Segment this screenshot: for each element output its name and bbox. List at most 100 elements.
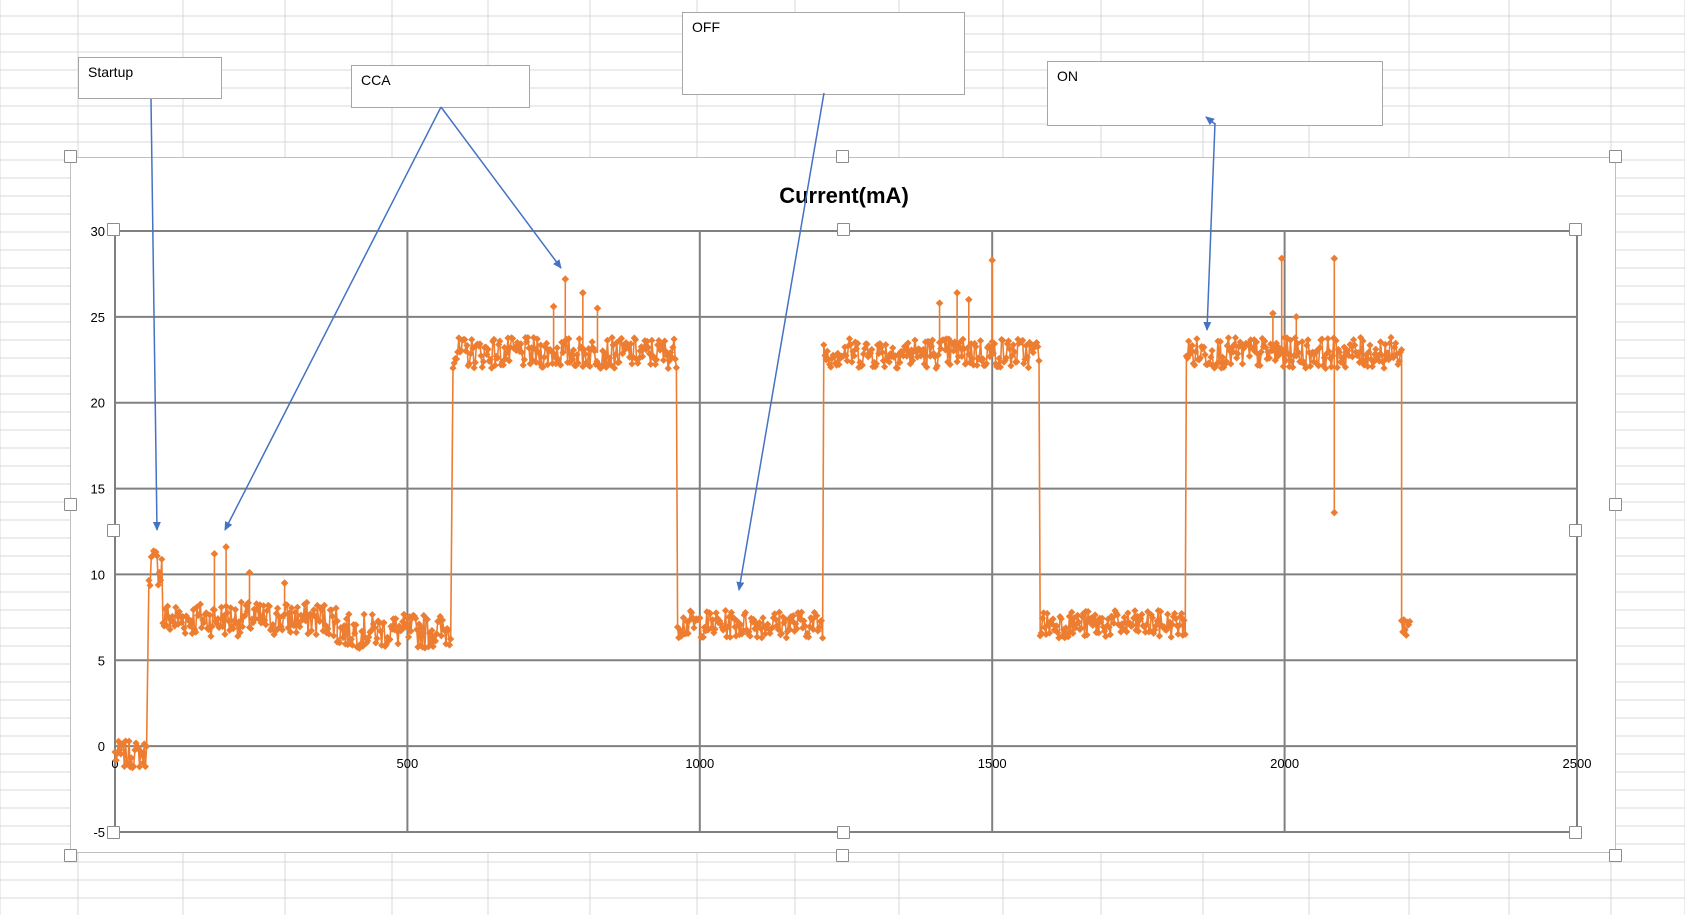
data-point	[813, 612, 821, 620]
data-point	[550, 349, 558, 357]
data-point	[889, 344, 897, 352]
data-point	[1138, 610, 1146, 619]
data-point	[1228, 344, 1236, 352]
data-point	[241, 612, 249, 620]
data-point	[696, 614, 704, 622]
data-point	[1361, 357, 1369, 365]
data-point	[352, 621, 360, 629]
data-point	[794, 609, 802, 617]
data-point	[1238, 360, 1247, 368]
data-point	[195, 611, 203, 619]
data-point	[174, 620, 182, 628]
data-point	[441, 627, 449, 635]
spike-point	[1330, 254, 1339, 263]
data-point	[827, 363, 835, 371]
data-point	[392, 615, 400, 623]
data-point	[1035, 357, 1043, 365]
data-point	[554, 355, 562, 363]
data-point	[139, 759, 147, 767]
plot-resize-handle-top-left[interactable]	[107, 223, 120, 236]
data-point	[547, 347, 555, 356]
callout-cca[interactable]: CCA	[351, 65, 530, 108]
data-point	[142, 742, 151, 751]
data-point	[532, 358, 540, 366]
data-point	[1084, 608, 1092, 616]
data-point	[444, 626, 452, 634]
data-point	[416, 641, 424, 650]
data-point	[288, 604, 296, 612]
chart-resize-handle-bottom-right[interactable]	[1609, 849, 1622, 862]
data-point	[1019, 336, 1027, 344]
data-point	[551, 353, 559, 361]
data-point	[1387, 333, 1395, 342]
data-point	[593, 357, 601, 365]
data-point	[200, 619, 208, 627]
data-point	[1144, 608, 1152, 616]
plot-resize-handle-top-middle[interactable]	[837, 223, 850, 236]
data-point	[575, 335, 583, 343]
data-point	[181, 629, 189, 637]
data-point	[799, 624, 807, 632]
data-point	[407, 627, 415, 635]
data-point	[717, 620, 725, 628]
data-point	[673, 623, 682, 631]
data-point	[1171, 609, 1179, 618]
data-point	[1380, 364, 1388, 372]
data-point	[320, 601, 328, 609]
chart-resize-handle-middle-left[interactable]	[64, 498, 77, 511]
data-point	[1396, 348, 1404, 356]
data-point	[154, 581, 162, 589]
data-point	[313, 601, 321, 610]
plot-resize-handle-bottom-middle[interactable]	[837, 826, 850, 839]
data-point	[252, 600, 261, 608]
plot-resize-handle-middle-left[interactable]	[107, 524, 120, 537]
plot-resize-handle-bottom-right[interactable]	[1569, 826, 1582, 839]
data-point	[1261, 337, 1269, 345]
callout-startup[interactable]: Startup	[78, 57, 222, 99]
data-point	[1155, 632, 1164, 640]
callout-off[interactable]: OFF	[682, 12, 965, 95]
data-point	[758, 634, 766, 642]
data-point	[913, 353, 921, 361]
data-point	[786, 625, 794, 634]
data-point	[119, 739, 127, 747]
data-point	[1128, 621, 1137, 629]
plot-resize-handle-bottom-left[interactable]	[107, 826, 120, 839]
data-point	[884, 353, 892, 362]
data-point	[164, 602, 172, 610]
data-point	[707, 624, 716, 632]
chart-resize-handle-bottom-left[interactable]	[64, 849, 77, 862]
data-point	[1395, 357, 1403, 365]
chart-area[interactable]: Current(mA) 0 500 1000 1500 2000 2500 -5 0 5 10 1…	[70, 157, 1616, 853]
data-point	[380, 619, 388, 627]
plot-resize-handle-middle-right[interactable]	[1569, 524, 1582, 537]
data-point	[1392, 339, 1400, 347]
data-point	[1099, 623, 1107, 631]
data-point	[420, 611, 428, 620]
data-point	[934, 351, 942, 359]
data-point	[1007, 362, 1015, 370]
data-point	[450, 359, 458, 367]
chart-resize-handle-middle-right[interactable]	[1609, 498, 1622, 511]
data-point	[1178, 609, 1186, 618]
chart-resize-handle-bottom-middle[interactable]	[836, 849, 849, 862]
data-point	[445, 641, 454, 649]
data-point	[1289, 363, 1297, 371]
data-point	[145, 576, 153, 585]
data-point	[1110, 619, 1118, 627]
data-point	[265, 602, 273, 610]
data-point	[615, 358, 623, 366]
plot-resize-handle-top-right[interactable]	[1569, 223, 1582, 236]
chart-resize-handle-top-middle[interactable]	[836, 150, 849, 163]
callout-on[interactable]: ON	[1047, 61, 1383, 126]
chart-resize-handle-top-left[interactable]	[64, 150, 77, 163]
chart-resize-handle-top-right[interactable]	[1609, 150, 1622, 163]
data-point	[759, 614, 767, 622]
x-tick-label: 2000	[1270, 756, 1299, 771]
data-point	[447, 635, 455, 643]
data-point	[258, 612, 266, 620]
data-point	[192, 628, 200, 636]
data-point	[542, 339, 551, 347]
data-point	[933, 362, 941, 370]
data-point	[166, 625, 174, 633]
